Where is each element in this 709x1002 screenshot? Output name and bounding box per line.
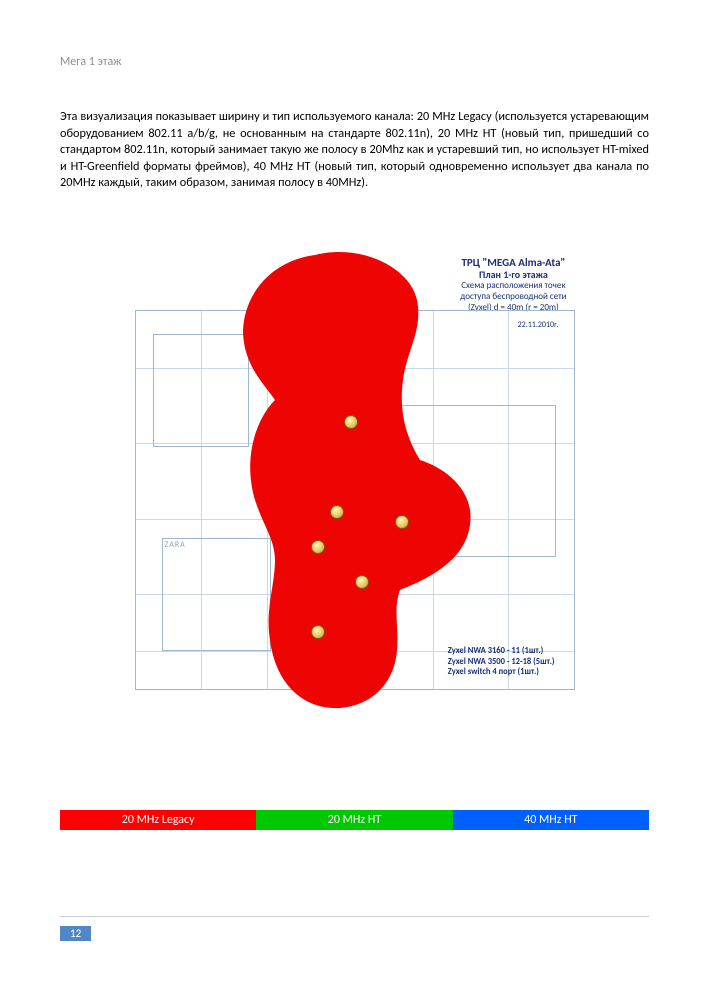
equipment-line: Zyxel switch 4 порт (1шт.) [448,667,555,678]
ap-marker [311,625,325,639]
coverage-figure: ТРЦ "MEGA Alma-Ata" План 1-го этажа Схем… [125,210,585,750]
ap-marker [395,515,409,529]
store-label-zara: ZARA [165,540,186,550]
ap-marker [344,415,358,429]
page-header-title: Мега 1 этаж [60,55,649,69]
legend-40mhz-ht: 40 MHz HT [453,810,649,830]
ap-marker [311,540,325,554]
channel-legend-bar: 20 MHz Legacy 20 MHz HT 40 MHz HT [60,810,649,830]
page-footer: 12 [60,916,649,942]
footer-divider [60,916,649,917]
equipment-line: Zyxel NWA 3160 - 11 (1шт.) [448,646,555,657]
figure-equipment-list: Zyxel NWA 3160 - 11 (1шт.) Zyxel NWA 350… [448,646,555,678]
ap-marker [355,575,369,589]
equipment-line: Zyxel NWA 3500 - 12-18 (5шт.) [448,657,555,668]
ap-marker [330,505,344,519]
legend-20mhz-ht: 20 MHz HT [256,810,452,830]
coverage-shape [243,252,471,708]
page-number-badge: 12 [60,926,91,941]
legend-20mhz-legacy: 20 MHz Legacy [60,810,256,830]
body-paragraph: Эта визуализация показывает ширину и тип… [60,109,649,192]
